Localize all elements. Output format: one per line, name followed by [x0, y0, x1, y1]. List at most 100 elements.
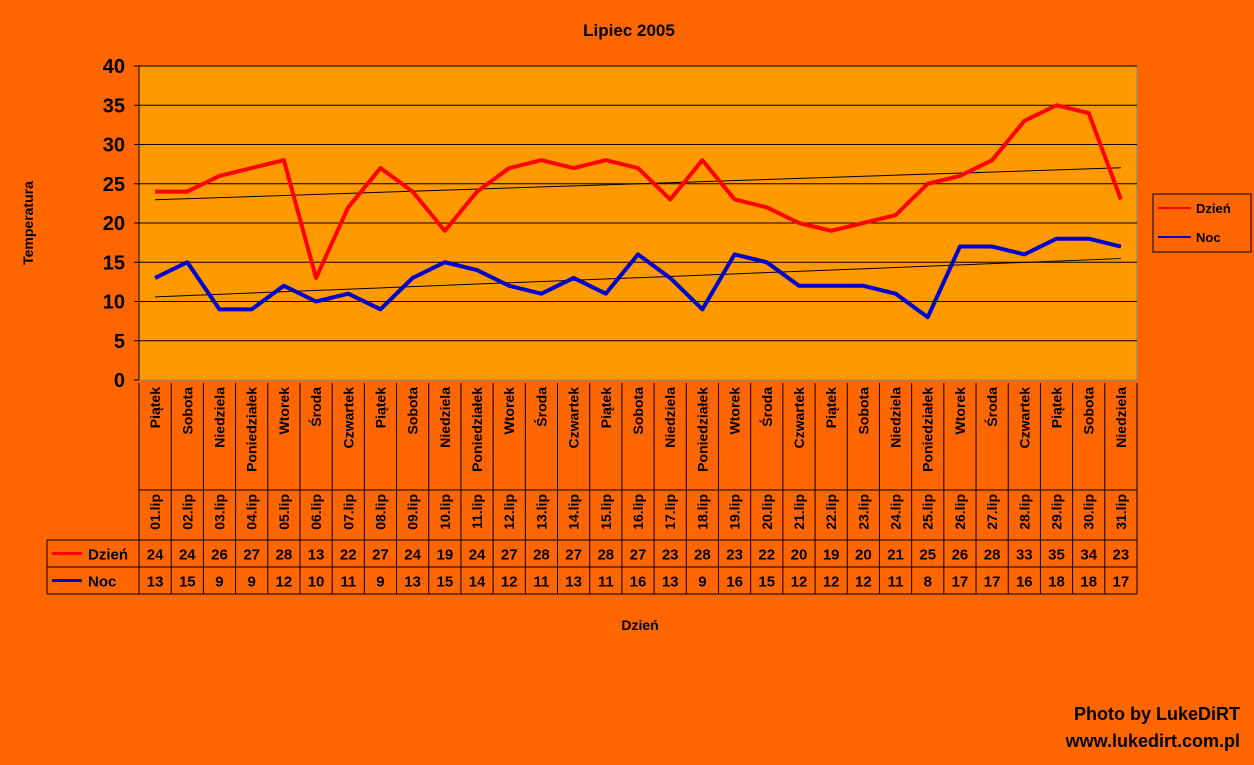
- y-tick-label: 10: [103, 292, 125, 314]
- x-tick-date: 26.lip: [952, 494, 968, 530]
- table-cell: 17: [952, 574, 969, 591]
- table-cell: 27: [243, 547, 260, 564]
- table-cell: 17: [984, 574, 1001, 591]
- table-cell: 33: [1016, 547, 1033, 564]
- x-tick-date: 28.lip: [1016, 494, 1032, 530]
- table-cell: 17: [1113, 574, 1130, 591]
- y-tick-label: 35: [103, 95, 125, 117]
- table-cell: 28: [276, 547, 293, 564]
- x-tick-date: 29.lip: [1049, 494, 1065, 530]
- x-tick-weekday: Środa: [532, 387, 549, 427]
- table-cell: 24: [469, 547, 486, 564]
- x-tick-date: 22.lip: [823, 494, 839, 530]
- x-tick-date: 17.lip: [662, 494, 678, 530]
- table-cell: 12: [823, 574, 840, 591]
- x-tick-weekday: Piątek: [598, 387, 614, 428]
- x-tick-weekday: Poniedziałek: [244, 387, 260, 472]
- x-tick-date: 07.lip: [340, 494, 356, 530]
- x-tick-weekday: Sobota: [630, 387, 646, 435]
- y-axis-label: Temperatura: [20, 181, 36, 265]
- x-tick-weekday: Środa: [307, 387, 324, 427]
- x-tick-date: 09.lip: [405, 494, 421, 530]
- trendline-noc: [155, 258, 1121, 298]
- x-tick-weekday: Wtorek: [501, 387, 517, 435]
- table-cell: 23: [1113, 547, 1130, 564]
- x-tick-date: 12.lip: [501, 494, 517, 530]
- table-cell: 14: [469, 574, 486, 591]
- table-cell: 28: [984, 547, 1001, 564]
- table-row-label: Noc: [88, 574, 116, 591]
- x-tick-date: 11.lip: [469, 494, 485, 529]
- table-cell: 22: [340, 547, 357, 564]
- table-cell: 16: [630, 574, 647, 591]
- x-tick-weekday: Niedziela: [211, 387, 227, 448]
- chart-title: Lipiec 2005: [583, 21, 675, 40]
- y-tick-label: 20: [103, 213, 125, 235]
- website-credit: www.lukedirt.com.pl: [1065, 731, 1240, 751]
- x-tick-date: 27.lip: [984, 494, 1000, 530]
- table-cell: 27: [565, 547, 582, 564]
- table-cell: 9: [215, 574, 223, 591]
- table-cell: 16: [726, 574, 743, 591]
- table-cell: 12: [855, 574, 872, 591]
- table-cell: 13: [308, 547, 325, 564]
- table-cell: 26: [211, 547, 228, 564]
- x-tick-weekday: Niedziela: [1113, 387, 1129, 448]
- x-tick-weekday: Czwartek: [340, 387, 356, 449]
- x-tick-date: 25.lip: [920, 494, 936, 530]
- table-cell: 12: [501, 574, 518, 591]
- x-tick-date: 10.lip: [437, 494, 453, 530]
- x-tick-weekday: Poniedziałek: [920, 387, 936, 472]
- table-cell: 20: [855, 547, 872, 564]
- x-tick-weekday: Piątek: [1049, 387, 1065, 428]
- x-tick-weekday: Piątek: [823, 387, 839, 428]
- x-tick-date: 03.lip: [211, 494, 227, 530]
- table-cell: 34: [1080, 547, 1097, 564]
- table-cell: 11: [888, 574, 904, 591]
- table-cell: 18: [1080, 574, 1097, 591]
- y-tick-label: 5: [114, 331, 125, 353]
- table-cell: 15: [436, 574, 453, 591]
- x-tick-date: 15.lip: [598, 494, 614, 530]
- table-cell: 10: [308, 574, 325, 591]
- table-row-label: Dzień: [88, 547, 128, 564]
- x-tick-date: 13.lip: [533, 494, 549, 530]
- table-cell: 13: [147, 574, 164, 591]
- legend-label-dzien: Dzień: [1196, 201, 1231, 216]
- table-cell: 26: [952, 547, 969, 564]
- x-tick-weekday: Poniedziałek: [469, 387, 485, 472]
- x-tick-date: 18.lip: [694, 494, 710, 530]
- table-cell: 11: [533, 574, 549, 591]
- x-tick-weekday: Niedziela: [437, 387, 453, 448]
- x-tick-weekday: Czwartek: [791, 387, 807, 449]
- x-tick-weekday: Wtorek: [276, 387, 292, 435]
- x-tick-date: 08.lip: [372, 494, 388, 530]
- x-tick-weekday: Sobota: [179, 387, 195, 435]
- table-cell: 28: [694, 547, 711, 564]
- table-cell: 12: [276, 574, 293, 591]
- table-cell: 22: [758, 547, 775, 564]
- x-tick-date: 05.lip: [276, 494, 292, 530]
- x-tick-date: 06.lip: [308, 494, 324, 530]
- table-cell: 20: [791, 547, 808, 564]
- table-cell: 13: [404, 574, 421, 591]
- table-cell: 23: [726, 547, 743, 564]
- table-cell: 18: [1048, 574, 1065, 591]
- x-tick-date: 31.lip: [1113, 494, 1129, 530]
- x-tick-date: 16.lip: [630, 494, 646, 530]
- table-cell: 28: [533, 547, 550, 564]
- table-cell: 16: [1016, 574, 1033, 591]
- x-tick-weekday: Sobota: [855, 387, 871, 435]
- table-cell: 24: [179, 547, 196, 564]
- x-tick-date: 24.lip: [888, 494, 904, 530]
- legend-box: [1152, 193, 1252, 253]
- x-axis-label: Dzień: [621, 617, 658, 633]
- table-cell: 11: [598, 574, 614, 591]
- x-tick-weekday: Piątek: [147, 387, 163, 428]
- y-tick-label: 30: [103, 135, 125, 157]
- table-cell: 27: [372, 547, 389, 564]
- x-tick-date: 02.lip: [179, 494, 195, 530]
- table-cell: 15: [758, 574, 775, 591]
